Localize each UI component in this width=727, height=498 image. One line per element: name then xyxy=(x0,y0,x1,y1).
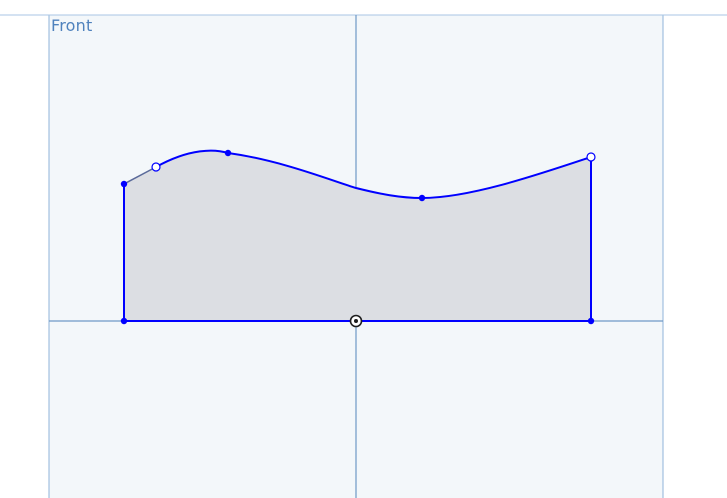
spline-handle-point[interactable] xyxy=(151,162,161,172)
spline-point-valley[interactable] xyxy=(418,194,426,202)
sketch-point-right-bottom[interactable] xyxy=(587,317,595,325)
sketch-point-left-top[interactable] xyxy=(120,180,128,188)
spline-handle-line[interactable] xyxy=(123,166,157,185)
spline-point-peak[interactable] xyxy=(224,149,232,157)
plane-label: Front xyxy=(51,16,93,35)
spline-endpoint-right[interactable] xyxy=(586,152,596,162)
sketch-region[interactable] xyxy=(124,150,591,321)
spline-curve[interactable] xyxy=(155,149,592,200)
sketch-point-left-bottom[interactable] xyxy=(120,317,128,325)
origin-icon[interactable] xyxy=(349,314,363,328)
